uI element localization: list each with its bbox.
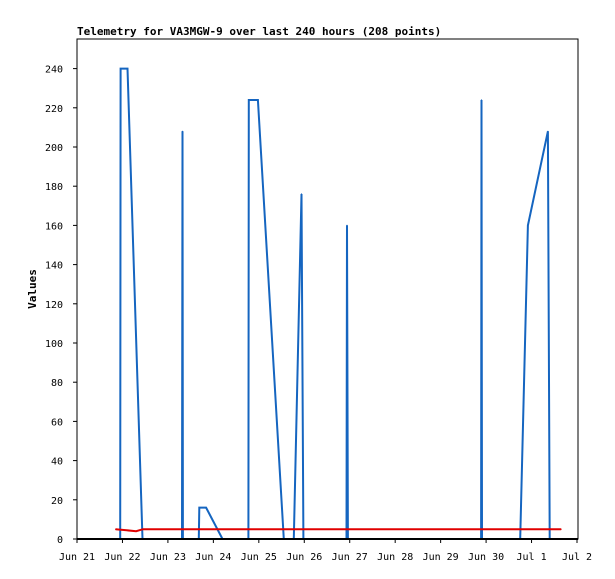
data-point — [560, 528, 562, 530]
x-tick-label: Jun 27 — [332, 552, 368, 563]
x-axis-ticks: Jun 21 Jun 22 Jun 23 Jun 24 Jun 25 Jun 26 Jun … — [59, 539, 592, 563]
x-tick-label: Jun 26 — [286, 552, 322, 563]
y-axis-ticks: 0 20 40 60 80 100 120 140 160 180 200 220 240 — [45, 65, 77, 546]
y-tick-label: 0 — [57, 535, 63, 546]
data-point — [547, 130, 549, 132]
data-point — [248, 99, 250, 101]
data-point — [115, 528, 117, 530]
data-point — [142, 528, 144, 530]
data-point — [300, 193, 303, 195]
series-1 — [115, 528, 562, 533]
x-tick-label: Jun 22 — [104, 552, 140, 563]
y-tick-label: 200 — [45, 143, 63, 154]
x-tick-label: Jul 2 — [562, 552, 592, 563]
y-tick-label: 240 — [45, 65, 63, 76]
y-tick-label: 160 — [45, 221, 63, 232]
y-tick-label: 20 — [51, 496, 63, 507]
x-tick-label: Jun 28 — [377, 552, 413, 563]
data-point — [527, 224, 529, 226]
x-tick-label: Jun 23 — [150, 552, 186, 563]
data-point — [135, 530, 137, 532]
plot-frame — [76, 38, 579, 540]
y-tick-label: 100 — [45, 339, 63, 350]
y-tick-label: 140 — [45, 261, 63, 272]
data-point — [120, 68, 122, 70]
x-tick-label: Jun 21 — [59, 552, 95, 563]
data-point — [346, 224, 348, 226]
chart-title: Telemetry for VA3MGW-9 over last 240 hou… — [77, 25, 441, 38]
data-point — [257, 99, 259, 101]
y-tick-label: 180 — [45, 182, 63, 193]
y-tick-label: 120 — [45, 300, 63, 311]
x-tick-label: Jun 25 — [241, 552, 277, 563]
x-tick-label: Jun 29 — [423, 552, 459, 563]
y-tick-label: 80 — [51, 378, 63, 389]
data-point — [198, 507, 200, 509]
y-tick-label: 40 — [51, 457, 63, 468]
y-axis-label: Values — [26, 269, 39, 309]
data-point — [181, 130, 184, 132]
x-tick-label: Jun 30 — [468, 552, 504, 563]
x-tick-label: Jun 24 — [195, 552, 231, 563]
y-tick-label: 60 — [51, 417, 63, 428]
series-line — [115, 528, 562, 533]
data-point — [480, 99, 483, 101]
x-tick-label: Jul 1 — [516, 552, 546, 563]
data-point — [126, 68, 129, 70]
y-tick-label: 220 — [45, 104, 63, 115]
data-point — [205, 507, 207, 509]
